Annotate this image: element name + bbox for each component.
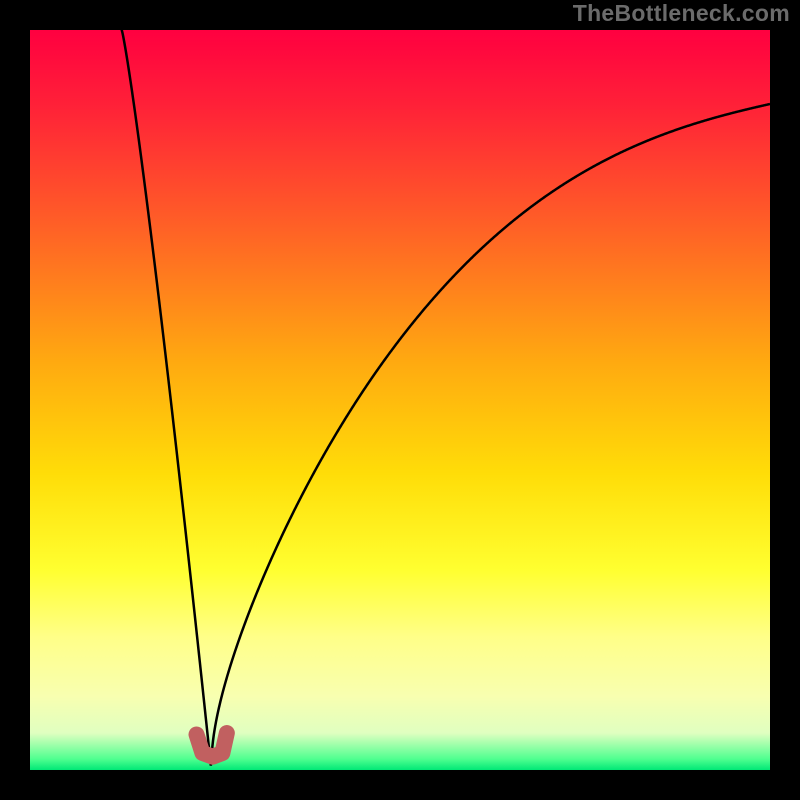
curve-overlay: [0, 0, 800, 800]
watermark-text: TheBottleneck.com: [573, 0, 790, 27]
bottleneck-curve: [107, 0, 770, 766]
chart-container: { "watermark": { "text": "TheBottleneck.…: [0, 0, 800, 800]
